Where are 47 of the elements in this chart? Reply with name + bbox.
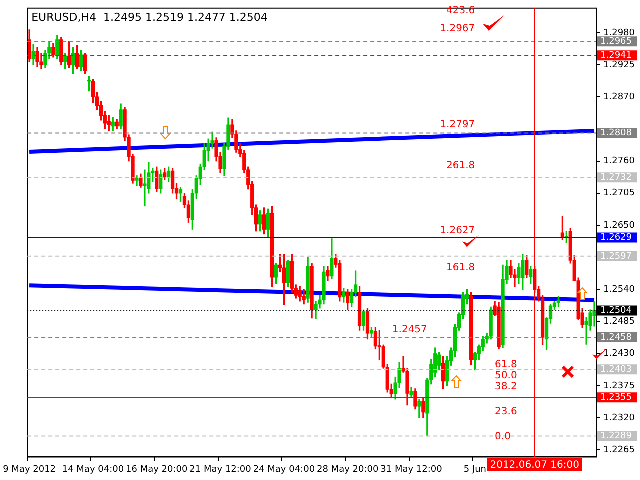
y-tick-label: 1.2705 <box>604 188 636 199</box>
ref-line-label: 1.2458 <box>600 332 632 343</box>
y-tick-label: 1.2540 <box>604 285 636 296</box>
x-tick-label: 5 Jun <box>464 464 486 475</box>
y-tick-label: 1.2980 <box>604 28 636 38</box>
annotation: 1.2797 <box>440 120 476 131</box>
annotation: 423.6 <box>446 6 476 17</box>
y-tick-label: 1.2320 <box>604 413 636 424</box>
annotation: 1.2627 <box>440 226 476 237</box>
ref-line-label: 1.2355 <box>600 393 632 404</box>
ref-line-label: 1.2403 <box>600 365 632 375</box>
annotation: 38.2 <box>495 382 518 393</box>
annotation: 261.8 <box>446 160 476 172</box>
ref-line-label: 1.2629 <box>600 233 632 244</box>
y-tick-label: 1.2375 <box>604 381 636 392</box>
annotation: 1.2967 <box>440 24 476 35</box>
y-tick-label: 1.2650 <box>604 220 636 231</box>
y-tick-label: 1.2760 <box>604 156 636 167</box>
ref-line-label: 1.2597 <box>600 252 632 262</box>
x-tick-label: 31 May 12:00 <box>380 464 443 475</box>
annotation: 161.8 <box>446 262 476 274</box>
annotation: 61.8 <box>495 360 518 371</box>
x-tick-label: 21 May 12:00 <box>190 464 252 475</box>
annotation: 50.0 <box>495 370 518 382</box>
annotation: 23.6 <box>495 406 518 418</box>
text: 2012.06.07 16:00 <box>490 460 580 471</box>
ref-line-label: 1.2732 <box>600 172 632 183</box>
candlestick <box>592 302 596 327</box>
y-tick-label: 1.2430 <box>604 349 636 360</box>
x-tick-label: 28 May 20:00 <box>316 464 379 475</box>
y-tick-label: 1.2485 <box>604 317 636 328</box>
ref-line-label: 1.2289 <box>600 432 632 442</box>
annotation: 0.0 <box>495 432 511 443</box>
x-tick-label: 14 May 04:00 <box>62 464 124 475</box>
ref-line-label: 1.2941 <box>600 51 632 62</box>
annotation: 1.2457 <box>392 324 428 336</box>
ref-line-label: 1.2504 <box>600 306 632 316</box>
x-tick-label: 9 May 2012 <box>3 464 56 475</box>
y-tick-label: 1.2925 <box>604 60 636 70</box>
candlestick <box>143 170 147 207</box>
y-tick-label: 1.2265 <box>604 446 636 456</box>
ref-line-label: 1.2965 <box>600 37 632 48</box>
x-tick-label: 24 May 04:00 <box>253 464 316 475</box>
ref-line-label: 1.2808 <box>600 128 632 139</box>
chart-title: EURUSD,H4 1.2495 1.2519 1.2477 1.2504 <box>32 10 268 24</box>
x-tick-label: 16 May 20:00 <box>126 464 188 475</box>
y-tick-label: 1.2870 <box>604 92 636 102</box>
